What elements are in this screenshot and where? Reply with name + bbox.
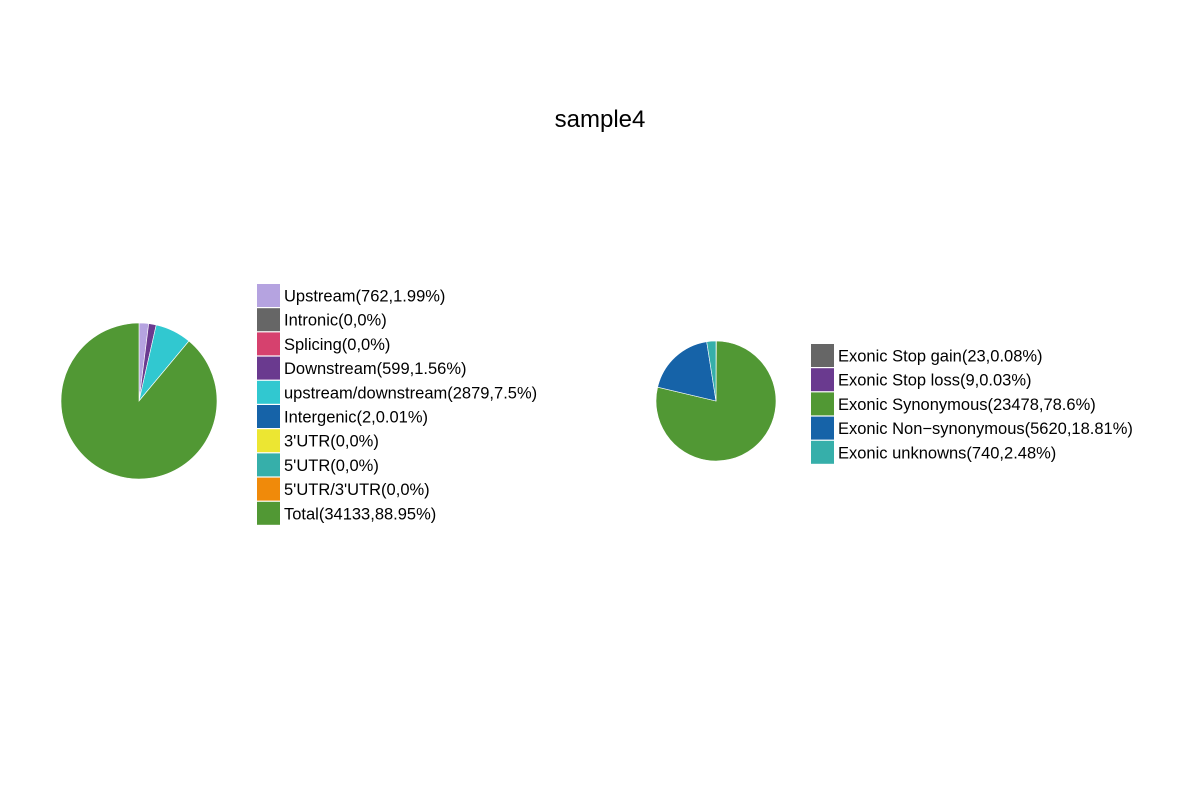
legend-swatch xyxy=(257,429,280,452)
legend-swatch xyxy=(257,357,280,380)
legend-swatch xyxy=(811,392,834,415)
legend-label: Upstream(762,1.99%) xyxy=(284,288,445,306)
legend-label: Intronic(0,0%) xyxy=(284,312,387,330)
legend-label: Downstream(599,1.56%) xyxy=(284,360,467,378)
legend-label: 5'UTR/3'UTR(0,0%) xyxy=(284,481,430,499)
legend-swatch xyxy=(257,405,280,428)
legend-label: Exonic unknowns(740,2.48%) xyxy=(838,444,1056,462)
legend-swatch xyxy=(257,478,280,501)
legend-swatch xyxy=(257,284,280,307)
legend-label: upstream/downstream(2879,7.5%) xyxy=(284,384,537,402)
legend: Exonic Stop gain(23,0.08%) Exonic Stop lo… xyxy=(811,344,1133,464)
legend-swatch xyxy=(257,502,280,525)
legend-label: 5'UTR(0,0%) xyxy=(284,457,379,475)
pie-chart-2: Exonic Stop gain(23,0.08%) Exonic Stop lo… xyxy=(656,341,1133,464)
legend: Upstream(762,1.99%) Intronic(0,0%) Splicin… xyxy=(257,284,537,525)
legend-label: Intergenic(2,0.01%) xyxy=(284,409,428,427)
legend-label: Exonic Stop loss(9,0.03%) xyxy=(838,372,1032,390)
legend-label: Exonic Stop gain(23,0.08%) xyxy=(838,348,1043,366)
legend-swatch xyxy=(811,344,834,367)
pie-chart-1: Upstream(762,1.99%) Intronic(0,0%) Splicin… xyxy=(61,284,537,525)
legend-label: Exonic Non−synonymous(5620,18.81%) xyxy=(838,420,1133,438)
legend-swatch xyxy=(811,417,834,440)
legend-swatch xyxy=(811,368,834,391)
pie-slice xyxy=(61,323,217,479)
legend-label: Splicing(0,0%) xyxy=(284,336,390,354)
legend-swatch xyxy=(257,332,280,355)
legend-swatch xyxy=(257,453,280,476)
legend-swatch xyxy=(811,441,834,464)
legend-label: 3'UTR(0,0%) xyxy=(284,433,379,451)
chart-title: sample4 xyxy=(0,106,1200,134)
legend-swatch xyxy=(257,381,280,404)
legend-label: Exonic Synonymous(23478,78.6%) xyxy=(838,396,1096,414)
legend-swatch xyxy=(257,308,280,331)
legend-label: Total(34133,88.95%) xyxy=(284,505,436,523)
